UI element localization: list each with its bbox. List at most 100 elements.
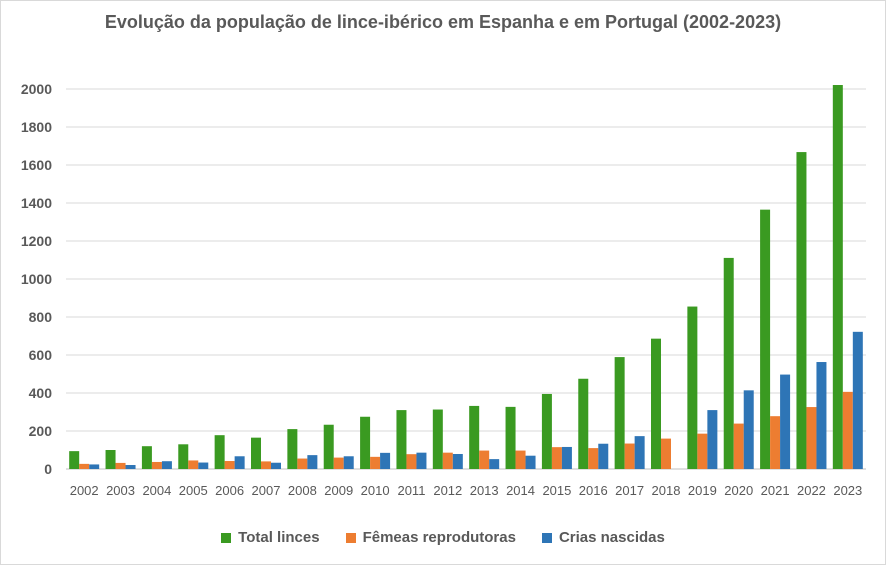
bar-femeas-2018 xyxy=(661,438,671,469)
bar-total-2023 xyxy=(832,85,843,469)
x-tick-label: 2005 xyxy=(179,483,208,498)
y-tick-label: 2000 xyxy=(21,81,52,97)
bar-crias-2010 xyxy=(380,452,391,469)
y-tick-label: 200 xyxy=(29,423,53,439)
legend: Total linces Fêmeas reprodutoras Crias n… xyxy=(0,529,886,546)
legend-swatch-total xyxy=(221,532,232,543)
x-tick-label: 2015 xyxy=(542,483,571,498)
legend-label-total: Total linces xyxy=(238,529,320,546)
y-tick-label: 800 xyxy=(29,309,53,325)
x-tick-label: 2016 xyxy=(579,483,608,498)
x-tick-label: 2017 xyxy=(615,483,644,498)
bar-crias-2019 xyxy=(707,410,718,469)
bar-femeas-2019 xyxy=(697,433,708,469)
bar-crias-2005 xyxy=(198,462,209,469)
x-tick-label: 2013 xyxy=(470,483,499,498)
x-tick-label: 2006 xyxy=(215,483,244,498)
bar-femeas-2014 xyxy=(515,450,526,469)
bar-crias-2011 xyxy=(416,452,427,469)
bar-crias-2014 xyxy=(525,455,536,469)
y-tick-label: 1600 xyxy=(21,157,52,173)
bar-crias-2009 xyxy=(343,456,354,469)
x-tick-label: 2018 xyxy=(652,483,681,498)
x-tick-label: 2021 xyxy=(761,483,790,498)
bar-femeas-2016 xyxy=(588,448,599,469)
bar-femeas-2020 xyxy=(733,423,744,469)
bar-femeas-2022 xyxy=(806,407,817,469)
bar-femeas-2010 xyxy=(370,456,381,469)
bar-crias-2012 xyxy=(452,453,463,469)
legend-label-femeas: Fêmeas reprodutoras xyxy=(362,529,516,546)
x-tick-label: 2003 xyxy=(106,483,135,498)
y-axis-ticks: 0 200 400 600 800 1000 1200 1400 1600 1800 2000 xyxy=(21,81,52,477)
bar-total-2010 xyxy=(360,416,371,469)
x-tick-label: 2004 xyxy=(142,483,171,498)
bar-crias-2003 xyxy=(125,465,136,469)
bar-crias-2013 xyxy=(489,459,500,469)
bar-total-2006 xyxy=(214,435,225,469)
y-tick-label: 1200 xyxy=(21,233,52,249)
x-tick-label: 2022 xyxy=(797,483,826,498)
bar-femeas-2012 xyxy=(442,452,453,469)
bar-femeas-2011 xyxy=(406,454,417,469)
legend-label-crias: Crias nascidas xyxy=(558,529,665,546)
bar-crias-2020 xyxy=(743,390,754,469)
x-tick-label: 2019 xyxy=(688,483,717,498)
y-tick-label: 1000 xyxy=(21,271,52,287)
bar-total-2022 xyxy=(796,152,807,469)
x-axis-ticks: 2002 2003 2004 2005 2006 2007 2008 2009 2010 2011… xyxy=(70,483,863,498)
bar-crias-2017 xyxy=(634,436,645,469)
legend-swatch-femeas xyxy=(345,532,356,543)
x-tick-label: 2012 xyxy=(433,483,462,498)
legend-item-femeas: Fêmeas reprodutoras xyxy=(345,529,516,546)
bar-crias-2015 xyxy=(561,446,572,469)
y-tick-label: 600 xyxy=(29,347,53,363)
bar-total-2021 xyxy=(760,209,771,469)
bar-femeas-2003 xyxy=(115,462,126,469)
bar-femeas-2017 xyxy=(624,443,635,469)
legend-swatch-crias xyxy=(541,532,552,543)
x-tick-label: 2014 xyxy=(506,483,535,498)
bar-femeas-2021 xyxy=(770,416,781,469)
bar-total-2012 xyxy=(432,409,443,469)
bar-femeas-2006 xyxy=(224,461,235,469)
legend-item-total: Total linces xyxy=(221,529,320,546)
bar-total-2011 xyxy=(396,410,407,469)
bar-total-2014 xyxy=(505,406,516,469)
bar-total-2002 xyxy=(69,451,80,469)
bar-femeas-2013 xyxy=(479,450,490,469)
x-tick-label: 2009 xyxy=(324,483,353,498)
bar-femeas-2005 xyxy=(188,460,199,469)
x-tick-label: 2020 xyxy=(724,483,753,498)
bar-total-2017 xyxy=(614,357,625,469)
bar-total-2004 xyxy=(141,446,152,469)
y-tick-label: 400 xyxy=(29,385,53,401)
bar-femeas-2023 xyxy=(842,391,853,469)
bar-crias-2022 xyxy=(816,362,827,469)
legend-item-crias: Crias nascidas xyxy=(541,529,665,546)
bar-total-2009 xyxy=(323,424,334,469)
bar-crias-2006 xyxy=(234,456,245,469)
bar-total-2013 xyxy=(469,405,480,469)
bar-total-2008 xyxy=(287,429,298,469)
x-tick-label: 2008 xyxy=(288,483,317,498)
y-tick-label: 0 xyxy=(44,461,52,477)
bar-total-2007 xyxy=(251,437,261,469)
bar-crias-2016 xyxy=(598,443,609,469)
x-tick-label: 2023 xyxy=(833,483,862,498)
bar-crias-2023 xyxy=(852,331,863,469)
x-tick-label: 2007 xyxy=(252,483,281,498)
bar-total-2019 xyxy=(687,306,698,469)
bar-femeas-2009 xyxy=(333,457,344,469)
bar-total-2015 xyxy=(541,393,552,469)
bar-femeas-2015 xyxy=(551,447,562,469)
x-tick-label: 2011 xyxy=(397,483,425,498)
bar-crias-2002 xyxy=(89,464,100,469)
bar-total-2018 xyxy=(651,338,661,469)
bar-total-2005 xyxy=(178,444,189,469)
bar-femeas-2008 xyxy=(297,458,308,469)
bar-crias-2007 xyxy=(271,462,281,469)
x-tick-label: 2002 xyxy=(70,483,99,498)
